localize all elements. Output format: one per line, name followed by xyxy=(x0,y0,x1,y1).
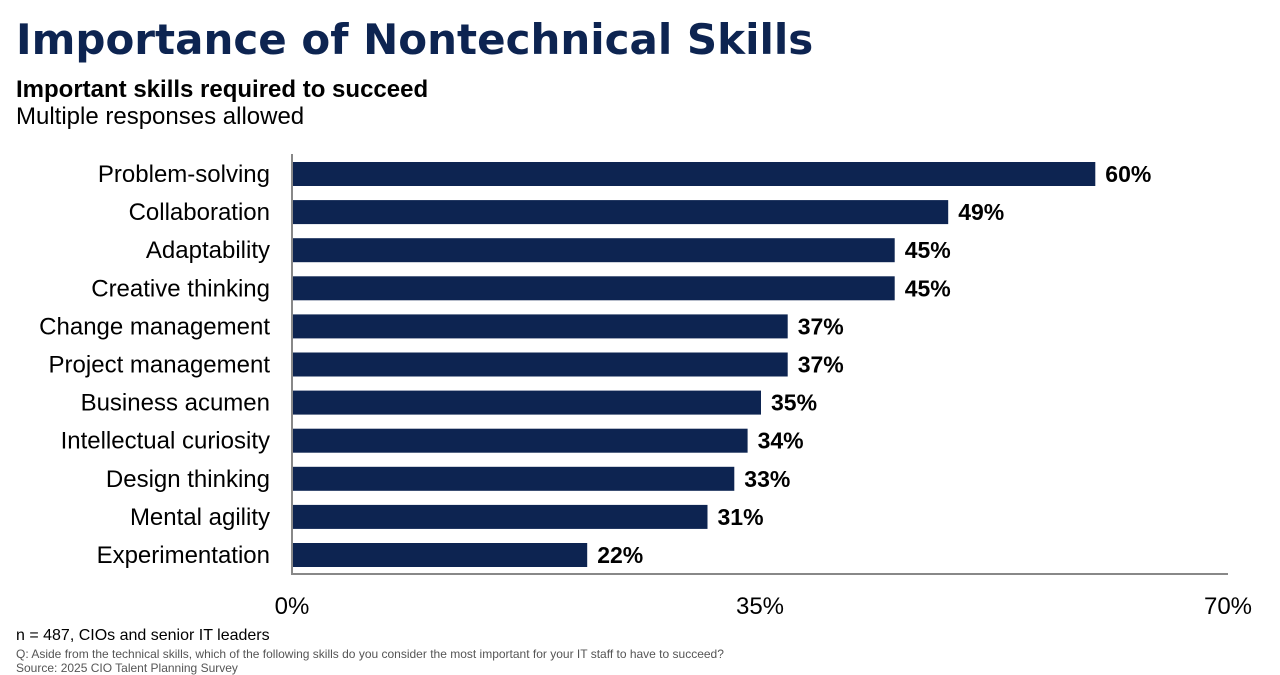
data-label: 34% xyxy=(758,428,804,454)
category-label: Experimentation xyxy=(97,542,270,569)
data-label: 60% xyxy=(1105,161,1151,187)
bar-chart: Problem-solving 60% Collaboration 49% Adapta… xyxy=(39,154,1252,620)
data-label: 45% xyxy=(905,237,951,263)
data-label: 33% xyxy=(744,466,790,492)
source-footnote: Source: 2025 CIO Talent Planning Survey xyxy=(16,661,238,675)
chart-title: Importance of Nontechnical Skills xyxy=(16,15,814,64)
category-label: Design thinking xyxy=(106,466,270,493)
bar xyxy=(293,238,895,263)
bar xyxy=(293,428,748,453)
bar xyxy=(293,314,788,339)
sample-footnote: n = 487, CIOs and senior IT leaders xyxy=(16,627,270,644)
bar xyxy=(293,504,708,529)
data-label: 37% xyxy=(798,352,844,378)
x-tick-label: 0% xyxy=(275,593,310,620)
x-tick-label: 35% xyxy=(736,593,784,620)
category-label: Change management xyxy=(39,313,270,340)
bar xyxy=(293,200,949,225)
bar xyxy=(293,466,735,491)
category-label: Project management xyxy=(49,352,271,379)
data-label: 45% xyxy=(905,275,951,301)
bar xyxy=(293,390,761,415)
x-tick-label: 70% xyxy=(1204,593,1252,620)
data-label: 49% xyxy=(958,199,1004,225)
bar xyxy=(293,162,1096,186)
category-label: Collaboration xyxy=(129,199,270,226)
data-label: 22% xyxy=(597,542,643,568)
data-label: 31% xyxy=(718,504,764,530)
chart-subtitle: Important skills required to succeed xyxy=(16,76,429,103)
bar xyxy=(293,352,788,377)
category-label: Intellectual curiosity xyxy=(61,428,270,455)
category-label: Creative thinking xyxy=(91,275,270,302)
bar xyxy=(293,543,588,567)
question-footnote: Q: Aside from the technical skills, whic… xyxy=(16,647,724,661)
data-label: 37% xyxy=(798,313,844,339)
category-label: Mental agility xyxy=(130,504,270,531)
bar xyxy=(293,276,895,301)
data-label: 35% xyxy=(771,390,817,416)
category-label: Business acumen xyxy=(81,390,270,417)
chart-note: Multiple responses allowed xyxy=(16,103,305,130)
category-label: Problem-solving xyxy=(98,161,270,188)
category-label: Adaptability xyxy=(146,237,270,264)
